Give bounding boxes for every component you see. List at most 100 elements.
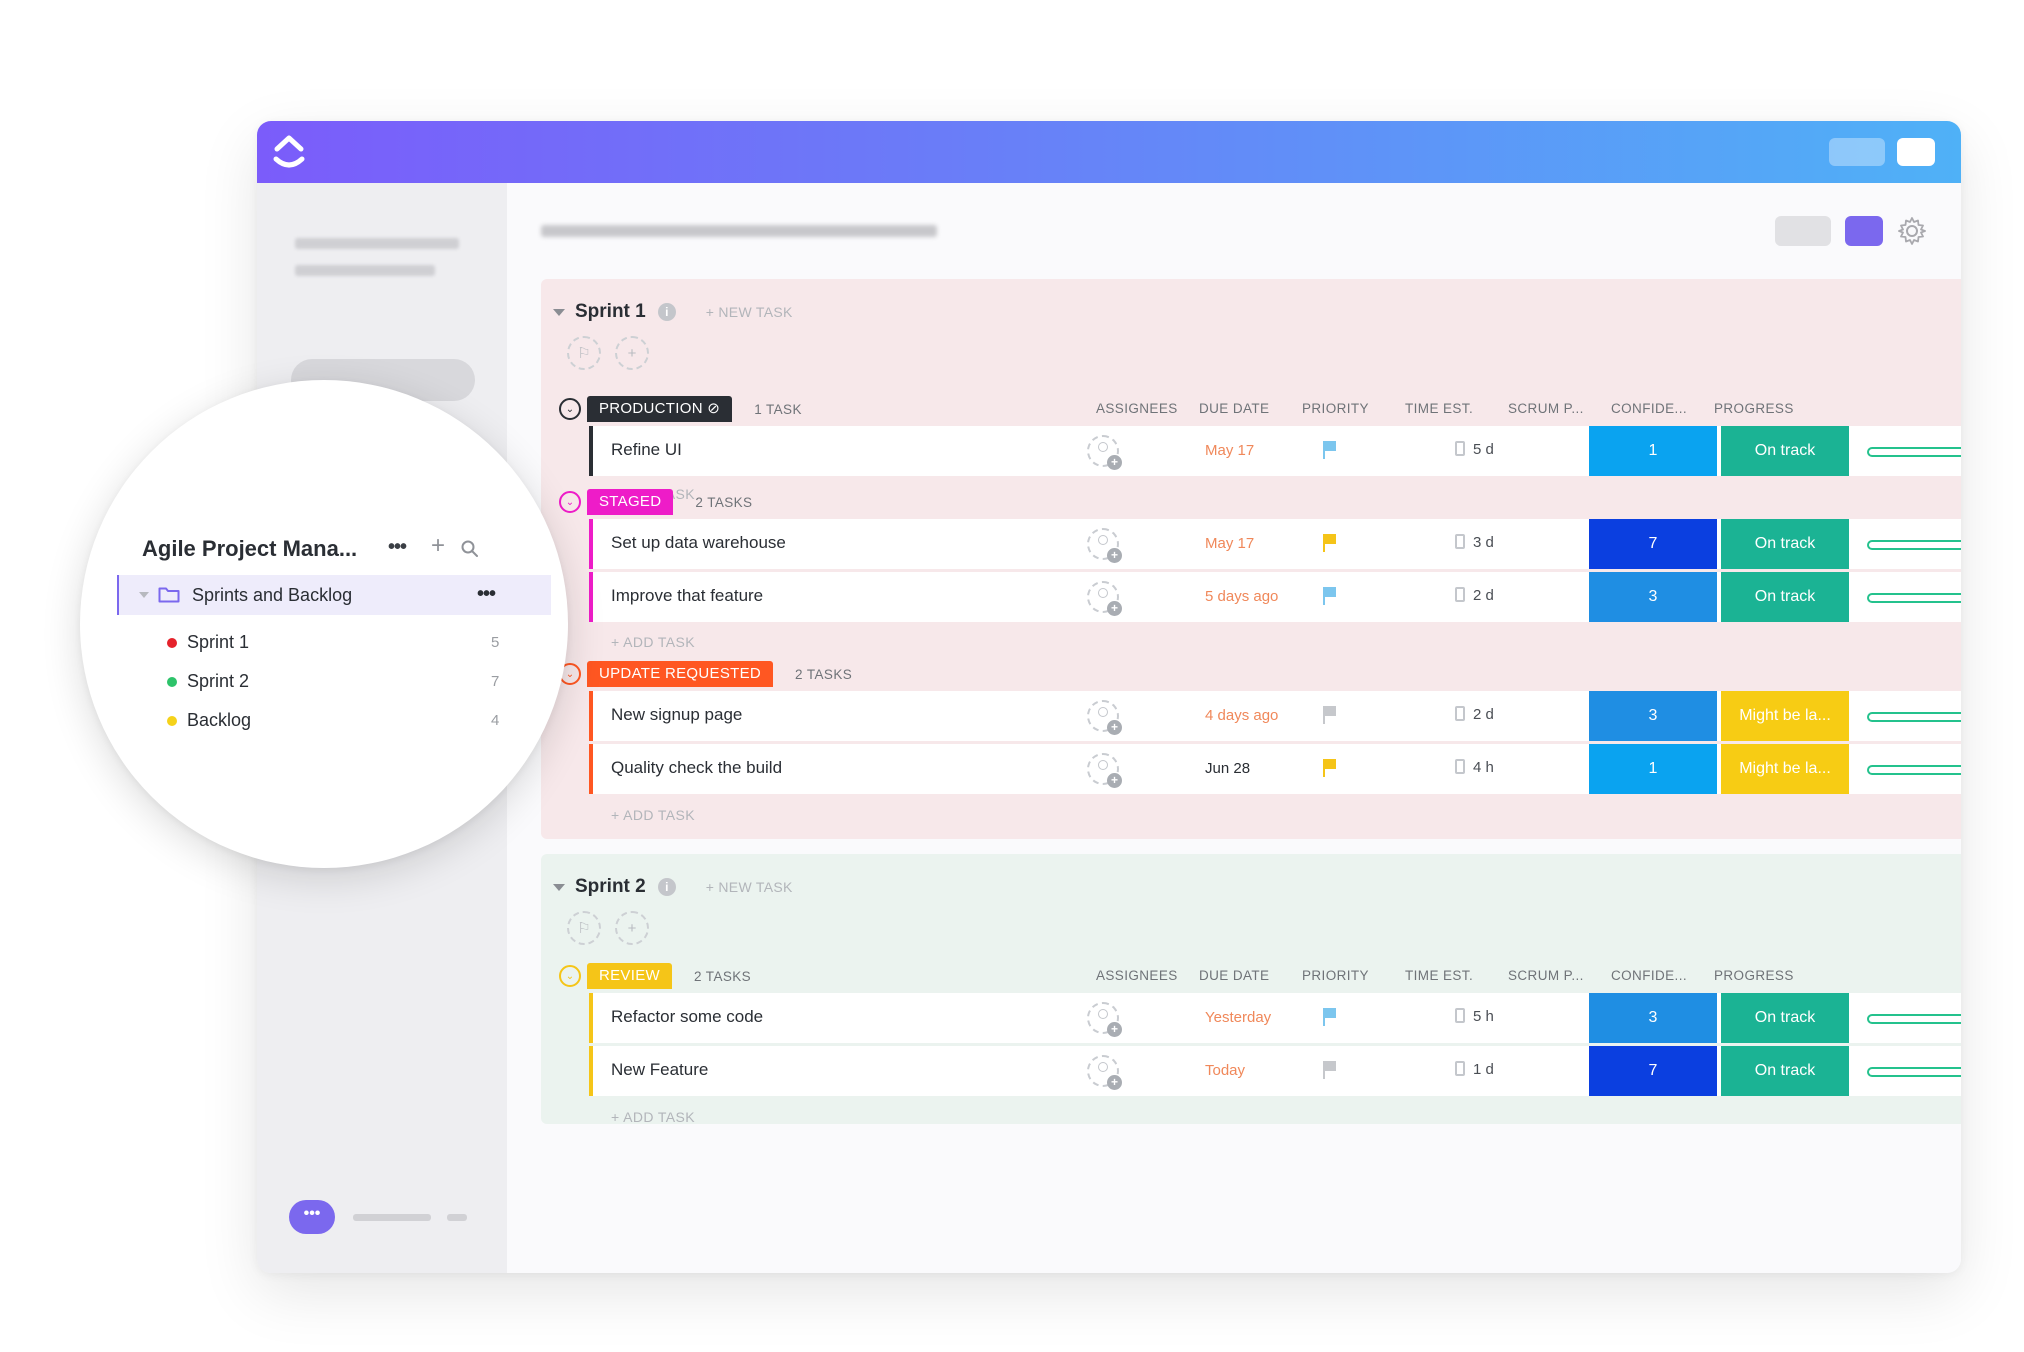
group-toggle-icon[interactable]: ⌄ <box>559 491 581 513</box>
column-header-due-date[interactable]: DUE DATE <box>1199 401 1270 416</box>
add-task-button[interactable]: + ADD TASK <box>611 634 696 650</box>
task-row[interactable]: Improve that feature 5 days ago 2 d 3 On… <box>589 572 1961 622</box>
add-task-button[interactable]: + ADD TASK <box>611 807 696 823</box>
priority-flag-icon[interactable] <box>1323 441 1339 461</box>
status-pill[interactable]: STAGED <box>587 489 674 515</box>
column-header-priority[interactable]: PRIORITY <box>1302 401 1369 416</box>
time-estimate[interactable]: 1 d <box>1455 1061 1494 1078</box>
group-toggle-icon[interactable]: ⌄ <box>559 965 581 987</box>
sprint-header[interactable]: Sprint 2 i + NEW TASK <box>553 872 793 902</box>
priority-flag-icon[interactable] <box>1323 1008 1339 1028</box>
new-task-button[interactable]: + NEW TASK <box>705 304 793 320</box>
add-assignee-icon[interactable]: + <box>615 336 649 370</box>
assignee-placeholder-icon[interactable] <box>1087 700 1122 735</box>
task-row[interactable]: Refine UI May 17 5 d 1 On track <box>589 426 1961 476</box>
due-date[interactable]: 4 days ago <box>1205 707 1279 724</box>
sidebar-list-item[interactable]: Sprint 1 5 <box>167 631 537 655</box>
add-task-button[interactable]: + ADD TASK <box>611 1109 696 1125</box>
confidence-status[interactable]: On track <box>1721 1046 1849 1096</box>
space-title[interactable]: Agile Project Mana... <box>142 536 358 561</box>
due-date[interactable]: 5 days ago <box>1205 588 1279 605</box>
task-row[interactable]: Quality check the build Jun 28 4 h 1 Mig… <box>589 744 1961 794</box>
add-icon[interactable]: + <box>431 532 446 559</box>
topbar-button[interactable] <box>1829 138 1885 166</box>
column-header-assignees[interactable]: ASSIGNEES <box>1096 968 1178 983</box>
due-date[interactable]: Yesterday <box>1205 1009 1272 1026</box>
info-icon[interactable]: i <box>657 303 676 321</box>
scrum-points[interactable]: 3 <box>1589 572 1717 622</box>
confidence-status[interactable]: On track <box>1721 426 1849 476</box>
view-button[interactable] <box>1775 216 1831 246</box>
task-name[interactable]: New Feature <box>611 1060 709 1079</box>
collapse-caret-icon[interactable] <box>553 308 565 316</box>
search-icon[interactable] <box>461 540 478 557</box>
column-header-time-est[interactable]: TIME EST. <box>1405 401 1474 416</box>
column-header-progress[interactable]: PROGRESS <box>1714 401 1794 416</box>
time-estimate[interactable]: 5 h <box>1455 1008 1494 1025</box>
due-date[interactable]: May 17 <box>1205 535 1255 552</box>
column-header-due-date[interactable]: DUE DATE <box>1199 968 1270 983</box>
priority-flag-icon[interactable] <box>1323 1061 1339 1081</box>
column-header-confidence[interactable]: CONFIDE... <box>1611 401 1688 416</box>
column-header-priority[interactable]: PRIORITY <box>1302 968 1369 983</box>
assignee-placeholder-icon[interactable] <box>1087 1055 1122 1090</box>
sidebar-list-item[interactable]: Backlog 4 <box>167 709 537 733</box>
assignee-placeholder-icon[interactable] <box>1087 753 1122 788</box>
status-pill[interactable]: REVIEW <box>587 963 672 989</box>
sidebar-list-item[interactable]: Sprint 2 7 <box>167 670 537 694</box>
chat-icon[interactable]: ••• <box>289 1200 335 1234</box>
column-header-progress[interactable]: PROGRESS <box>1714 968 1794 983</box>
more-options-icon[interactable]: ••• <box>388 536 407 558</box>
scrum-points[interactable]: 1 <box>1589 744 1717 794</box>
folder-item[interactable]: Sprints and Backlog ••• <box>117 575 551 615</box>
priority-flag-icon[interactable] <box>1323 706 1339 726</box>
sprint-header[interactable]: Sprint 1 i + NEW TASK <box>553 297 793 327</box>
topbar-button-light[interactable] <box>1897 138 1935 166</box>
scrum-points[interactable]: 1 <box>1589 426 1717 476</box>
task-name[interactable]: Set up data warehouse <box>611 533 786 552</box>
status-pill[interactable]: UPDATE REQUESTED <box>587 661 774 687</box>
due-date[interactable]: Jun 28 <box>1205 760 1251 777</box>
clickup-logo-icon[interactable] <box>271 131 307 173</box>
collapse-caret-icon[interactable] <box>553 883 565 891</box>
assignee-placeholder-icon[interactable] <box>1087 528 1122 563</box>
priority-flag-icon[interactable] <box>1323 587 1339 607</box>
scrum-points[interactable]: 7 <box>1589 1046 1717 1096</box>
time-estimate[interactable]: 2 d <box>1455 587 1494 604</box>
flag-icon[interactable]: ⚐ <box>567 336 601 370</box>
scrum-points[interactable]: 3 <box>1589 691 1717 741</box>
confidence-status[interactable]: On track <box>1721 519 1849 569</box>
task-row[interactable]: New signup page 4 days ago 2 d 3 Might b… <box>589 691 1961 741</box>
task-name[interactable]: Quality check the build <box>611 758 783 777</box>
assignee-placeholder-icon[interactable] <box>1087 1002 1122 1037</box>
due-date[interactable]: May 17 <box>1205 442 1255 459</box>
column-header-assignees[interactable]: ASSIGNEES <box>1096 401 1178 416</box>
time-estimate[interactable]: 2 d <box>1455 706 1494 723</box>
task-name[interactable]: Improve that feature <box>611 586 764 605</box>
confidence-status[interactable]: Might be la... <box>1721 744 1849 794</box>
column-header-confidence[interactable]: CONFIDE... <box>1611 968 1688 983</box>
scrum-points[interactable]: 3 <box>1589 993 1717 1043</box>
confidence-status[interactable]: Might be la... <box>1721 691 1849 741</box>
task-name[interactable]: Refine UI <box>611 440 682 459</box>
task-name[interactable]: Refactor some code <box>611 1007 764 1026</box>
task-row[interactable]: New Feature Today 1 d 7 On track <box>589 1046 1961 1096</box>
group-toggle-icon[interactable]: ⌄ <box>559 398 581 420</box>
add-assignee-icon[interactable]: + <box>615 911 649 945</box>
new-task-button[interactable]: + NEW TASK <box>705 879 793 895</box>
priority-flag-icon[interactable] <box>1323 534 1339 554</box>
confidence-status[interactable]: On track <box>1721 572 1849 622</box>
assignee-placeholder-icon[interactable] <box>1087 581 1122 616</box>
flag-icon[interactable]: ⚐ <box>567 911 601 945</box>
time-estimate[interactable]: 3 d <box>1455 534 1494 551</box>
time-estimate[interactable]: 5 d <box>1455 441 1494 458</box>
column-header-time-est[interactable]: TIME EST. <box>1405 968 1474 983</box>
info-icon[interactable]: i <box>657 878 676 896</box>
task-row[interactable]: Set up data warehouse May 17 3 d 7 On tr… <box>589 519 1961 569</box>
scrum-points[interactable]: 7 <box>1589 519 1717 569</box>
task-name[interactable]: New signup page <box>611 705 743 724</box>
priority-flag-icon[interactable] <box>1323 759 1339 779</box>
task-row[interactable]: Refactor some code Yesterday 5 h 3 On tr… <box>589 993 1961 1043</box>
confidence-status[interactable]: On track <box>1721 993 1849 1043</box>
assignee-placeholder-icon[interactable] <box>1087 435 1122 470</box>
